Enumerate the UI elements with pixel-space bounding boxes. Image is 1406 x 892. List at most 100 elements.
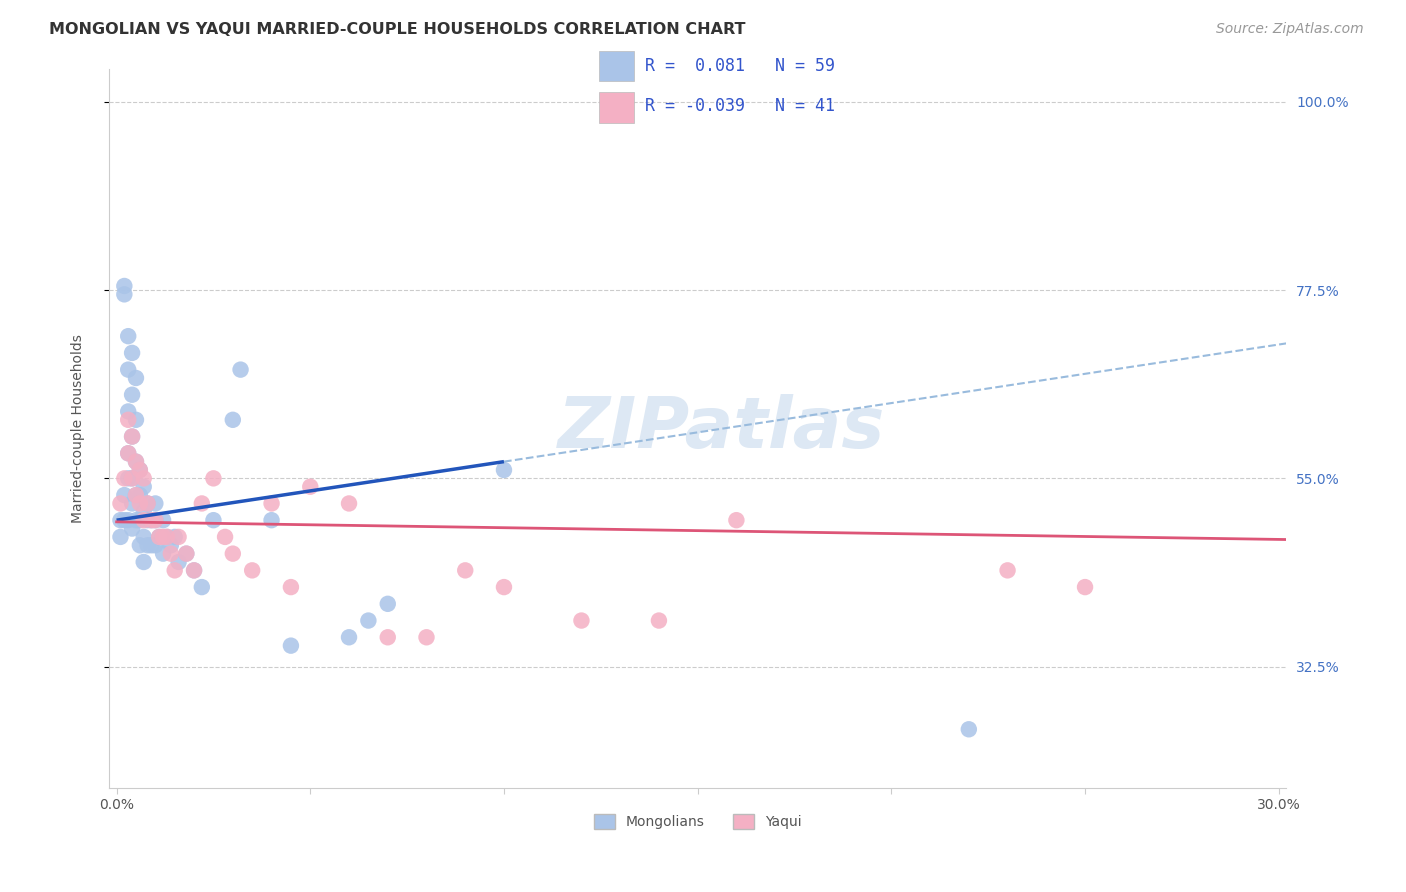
Point (125, 513, 148, 527)
Point (997, 563, 1019, 577)
Point (299, 480, 322, 494)
Point (132, 471, 155, 485)
Point (163, 563, 186, 577)
Point (117, 413, 139, 427)
Point (125, 455, 148, 469)
Point (121, 388, 143, 402)
Point (167, 555, 190, 569)
Point (121, 496, 143, 510)
Point (132, 555, 155, 569)
Point (229, 362, 252, 376)
Point (280, 639, 302, 653)
Text: Source: ZipAtlas.com: Source: ZipAtlas.com (1216, 22, 1364, 37)
Legend: Mongolians, Yaqui: Mongolians, Yaqui (589, 809, 807, 835)
Point (571, 614, 593, 628)
Point (357, 614, 380, 628)
Text: MONGOLIAN VS YAQUI MARRIED-COUPLE HOUSEHOLDS CORRELATION CHART: MONGOLIAN VS YAQUI MARRIED-COUPLE HOUSEH… (49, 22, 745, 37)
Point (337, 496, 360, 510)
Point (132, 480, 155, 494)
Point (121, 429, 143, 443)
Point (121, 471, 143, 485)
Point (136, 496, 159, 510)
Point (141, 513, 163, 527)
Point (117, 446, 139, 460)
Point (260, 496, 283, 510)
Bar (599, 92, 634, 122)
Point (117, 446, 139, 460)
Point (377, 597, 399, 611)
Point (222, 413, 245, 427)
Point (280, 580, 302, 594)
Point (176, 547, 198, 561)
Point (141, 538, 163, 552)
Point (117, 404, 139, 418)
Point (167, 530, 190, 544)
Point (148, 530, 170, 544)
Point (141, 513, 163, 527)
Point (117, 362, 139, 376)
Point (156, 530, 179, 544)
Point (260, 513, 283, 527)
Point (112, 279, 135, 293)
Point (128, 463, 150, 477)
Point (128, 513, 150, 527)
Point (121, 471, 143, 485)
Point (156, 530, 179, 544)
Point (143, 538, 166, 552)
Point (117, 513, 139, 527)
Point (191, 496, 214, 510)
Point (125, 488, 148, 502)
Point (183, 563, 205, 577)
Point (492, 580, 515, 594)
Point (176, 547, 198, 561)
Point (112, 287, 135, 301)
Point (143, 496, 166, 510)
Point (240, 563, 263, 577)
Point (117, 329, 139, 343)
Text: R = -0.039   N = 41: R = -0.039 N = 41 (645, 97, 835, 115)
Point (125, 413, 148, 427)
Point (143, 513, 166, 527)
Point (121, 522, 143, 536)
Point (492, 463, 515, 477)
Point (957, 723, 980, 737)
Point (214, 530, 236, 544)
Point (110, 513, 132, 527)
Point (191, 580, 214, 594)
Point (152, 530, 174, 544)
Point (110, 530, 132, 544)
Bar (599, 51, 634, 81)
Point (112, 488, 135, 502)
Point (143, 513, 166, 527)
Point (121, 346, 143, 360)
Point (222, 547, 245, 561)
Point (136, 538, 159, 552)
Point (202, 513, 225, 527)
Point (128, 463, 150, 477)
Y-axis label: Married-couple Households: Married-couple Households (72, 334, 86, 523)
Point (152, 513, 174, 527)
Point (112, 513, 135, 527)
Point (377, 630, 399, 644)
Point (128, 538, 150, 552)
Point (337, 630, 360, 644)
Point (202, 471, 225, 485)
Point (160, 547, 183, 561)
Point (152, 547, 174, 561)
Point (648, 614, 671, 628)
Point (125, 371, 148, 385)
Point (125, 455, 148, 469)
Point (148, 530, 170, 544)
Point (454, 563, 477, 577)
Point (136, 513, 159, 527)
Point (110, 496, 132, 510)
Point (121, 429, 143, 443)
Point (128, 496, 150, 510)
Text: R =  0.081   N = 59: R = 0.081 N = 59 (645, 57, 835, 75)
Point (132, 513, 155, 527)
Point (125, 488, 148, 502)
Point (112, 471, 135, 485)
Point (183, 563, 205, 577)
Point (136, 496, 159, 510)
Point (160, 538, 183, 552)
